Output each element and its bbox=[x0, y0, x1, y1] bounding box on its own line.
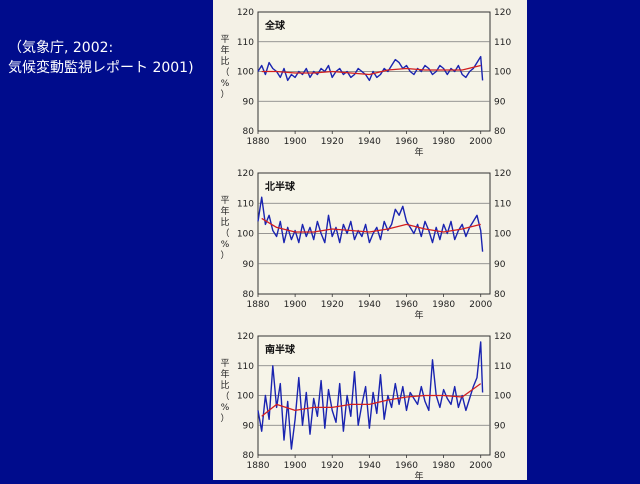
x-tick-label: 1880 bbox=[247, 137, 270, 147]
panel-title: 北半球 bbox=[265, 180, 296, 193]
y-axis-label-char: 平 bbox=[220, 34, 229, 45]
y-tick-label-left: 80 bbox=[243, 290, 255, 300]
y-tick-label-left: 90 bbox=[243, 260, 255, 270]
x-tick-label: 1940 bbox=[358, 461, 381, 471]
x-tick-label: 1920 bbox=[321, 461, 344, 471]
x-tick-label: 1880 bbox=[247, 461, 270, 471]
x-tick-label: 1980 bbox=[432, 461, 455, 471]
y-tick-label-right: 80 bbox=[494, 451, 506, 461]
annual-series-line bbox=[257, 341, 484, 450]
y-tick-label-left: 110 bbox=[237, 199, 254, 209]
y-axis-label-char: % bbox=[221, 403, 230, 413]
smoothed-series-line bbox=[261, 217, 481, 233]
y-tick-label-right: 120 bbox=[494, 332, 511, 342]
x-tick-label: 1920 bbox=[321, 300, 344, 310]
y-tick-label-right: 80 bbox=[494, 290, 506, 300]
x-tick-label: 1940 bbox=[358, 300, 381, 310]
y-tick-label-left: 120 bbox=[237, 169, 254, 179]
y-tick-label-right: 120 bbox=[494, 169, 511, 179]
x-axis-label: 年 bbox=[414, 470, 423, 480]
y-axis-label-char: 年 bbox=[220, 44, 229, 56]
y-tick-label-left: 80 bbox=[243, 451, 255, 461]
y-axis-label-char: ） bbox=[220, 413, 229, 424]
y-axis-label-char: （ bbox=[220, 67, 229, 78]
smoothed-series-line bbox=[261, 64, 481, 76]
y-axis-label: 平年比（%） bbox=[220, 34, 229, 100]
x-axis-label: 年 bbox=[414, 309, 423, 321]
x-tick-label: 1960 bbox=[395, 300, 418, 310]
y-tick-label-right: 120 bbox=[494, 8, 511, 18]
panel-title: 南半球 bbox=[265, 343, 296, 356]
y-axis-label-char: （ bbox=[220, 228, 229, 239]
y-axis-label-char: 年 bbox=[220, 368, 229, 380]
y-axis-label-char: % bbox=[221, 240, 230, 250]
x-tick-label: 2000 bbox=[469, 137, 492, 147]
x-tick-label: 2000 bbox=[469, 461, 492, 471]
x-tick-label: 1900 bbox=[284, 137, 307, 147]
annual-series-line bbox=[257, 55, 484, 82]
y-tick-label-left: 120 bbox=[237, 8, 254, 18]
y-tick-label-right: 110 bbox=[494, 38, 511, 48]
y-axis-label-char: 年 bbox=[220, 205, 229, 217]
x-tick-label: 1880 bbox=[247, 300, 270, 310]
x-tick-label: 1980 bbox=[432, 300, 455, 310]
y-tick-label-right: 90 bbox=[494, 97, 506, 107]
x-tick-label: 1920 bbox=[321, 137, 344, 147]
y-tick-label-right: 110 bbox=[494, 362, 511, 372]
y-tick-label-right: 90 bbox=[494, 421, 506, 431]
y-axis-label: 平年比（%） bbox=[220, 358, 229, 424]
y-tick-label-left: 100 bbox=[237, 68, 254, 78]
y-axis-label-char: 平 bbox=[220, 358, 229, 369]
x-tick-label: 1900 bbox=[284, 461, 307, 471]
y-tick-label-right: 110 bbox=[494, 199, 511, 209]
y-tick-label-left: 100 bbox=[237, 392, 254, 402]
y-axis-label-char: 比 bbox=[220, 216, 229, 228]
panel-title: 全球 bbox=[264, 19, 286, 32]
smoothed-series-line bbox=[261, 383, 482, 417]
y-tick-label-right: 100 bbox=[494, 230, 511, 240]
scanned-page: 80 90 100 110 120 120 110 100 90 80 1880 1900 1920 19… bbox=[213, 0, 527, 482]
y-tick-label-left: 110 bbox=[237, 362, 254, 372]
y-axis-label: 平年比（%） bbox=[220, 195, 229, 261]
y-axis-label-char: （ bbox=[220, 391, 229, 402]
y-tick-label-left: 80 bbox=[243, 127, 255, 137]
x-tick-label: 1960 bbox=[395, 461, 418, 471]
x-tick-label: 1960 bbox=[395, 137, 418, 147]
x-tick-label: 1980 bbox=[432, 137, 455, 147]
x-axis-label: 年 bbox=[414, 146, 423, 158]
y-tick-label-left: 90 bbox=[243, 421, 255, 431]
x-tick-label: 1940 bbox=[358, 137, 381, 147]
caption-line-1: （気象庁, 2002: bbox=[8, 40, 114, 56]
source-caption: （気象庁, 2002: 気候変動監視レポート 2001) bbox=[8, 38, 194, 78]
y-tick-label-right: 100 bbox=[494, 68, 511, 78]
y-tick-label-right: 100 bbox=[494, 392, 511, 402]
y-axis-label-char: 平 bbox=[220, 195, 229, 206]
y-tick-label-right: 80 bbox=[494, 127, 506, 137]
y-axis-label-char: ） bbox=[220, 89, 229, 100]
y-tick-label-left: 90 bbox=[243, 97, 255, 107]
y-axis-label-char: 比 bbox=[220, 55, 229, 67]
x-tick-label: 2000 bbox=[469, 300, 492, 310]
y-axis-label-char: ） bbox=[220, 250, 229, 261]
y-axis-label-char: 比 bbox=[220, 379, 229, 391]
y-tick-label-left: 100 bbox=[237, 230, 254, 240]
caption-line-2: 気候変動監視レポート 2001) bbox=[8, 60, 194, 76]
y-tick-label-left: 120 bbox=[237, 332, 254, 342]
y-axis-label-char: % bbox=[221, 79, 230, 89]
x-tick-label: 1900 bbox=[284, 300, 307, 310]
y-tick-label-left: 110 bbox=[237, 38, 254, 48]
y-tick-label-right: 90 bbox=[494, 260, 506, 270]
